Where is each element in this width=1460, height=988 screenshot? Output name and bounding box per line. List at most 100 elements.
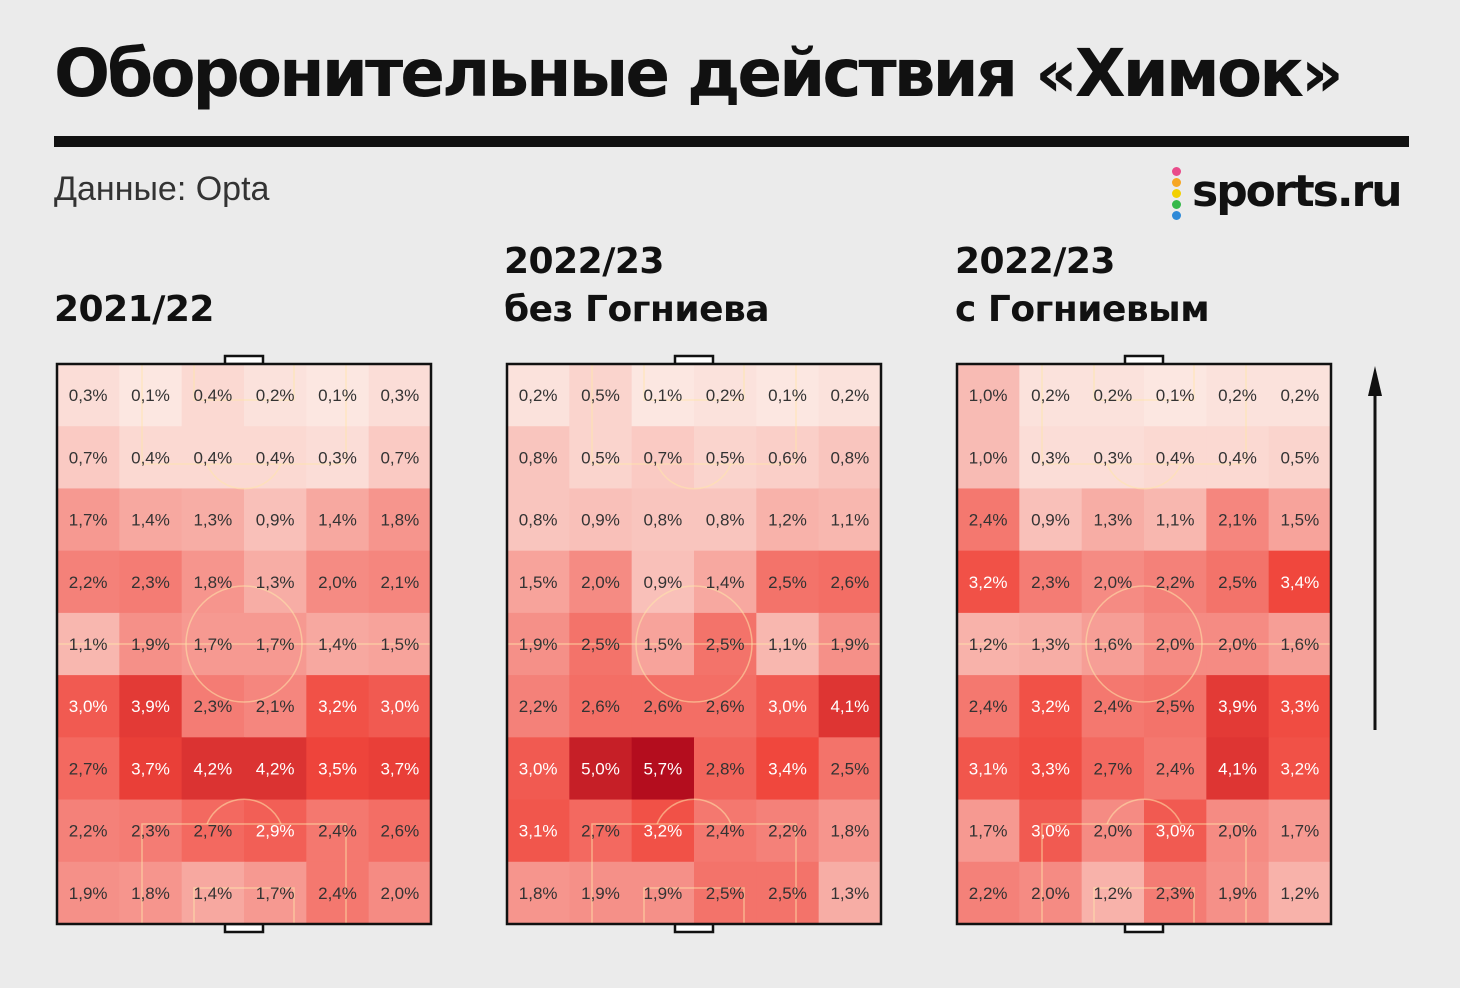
heatmap-cell-label: 2,1% (380, 573, 419, 592)
heatmap-cell (1081, 550, 1145, 614)
heatmap-cell-label: 1,7% (69, 511, 108, 530)
heatmap-cell (569, 861, 633, 925)
logo-dot (1172, 189, 1181, 198)
heatmap-cell (1081, 426, 1145, 489)
heatmap-cell-label: 0,4% (131, 448, 170, 467)
heatmap-cell-label: 3,2% (969, 573, 1008, 592)
heatmap-cell-label: 3,1% (969, 759, 1008, 778)
heatmap-cell-label: 2,0% (380, 884, 419, 903)
heatmap-cell (368, 550, 432, 614)
heatmap-cell-label: 0,2% (1280, 386, 1319, 405)
heatmap-cell (818, 799, 882, 863)
heatmap-cell-label: 0,8% (643, 511, 682, 530)
heatmap-cell (756, 737, 820, 801)
heatmap-cell-label: 2,4% (706, 822, 745, 841)
heatmap-cell-label: 2,0% (1156, 635, 1195, 654)
heatmap-cell-label: 1,7% (1280, 822, 1319, 841)
heatmap-cell-label: 0,5% (581, 386, 620, 405)
heatmap-cell-label: 0,2% (256, 386, 295, 405)
heatmap-cell-label: 1,8% (131, 884, 170, 903)
heatmap-cell (507, 364, 570, 427)
heatmap-cell-label: 3,0% (768, 697, 807, 716)
heatmap-cell-label: 0,5% (581, 448, 620, 467)
heatmap-cell (368, 488, 432, 552)
heatmap-cell-label: 1,9% (581, 884, 620, 903)
heatmap-cell-label: 1,2% (1280, 884, 1319, 903)
heatmap-cell-label: 0,2% (1218, 386, 1257, 405)
heatmap-cell (57, 737, 120, 801)
heatmap-cell-label: 1,9% (830, 635, 869, 654)
heatmap-cell-label: 1,1% (768, 635, 807, 654)
heatmap-cell (1019, 799, 1083, 863)
heatmap-cell (1081, 364, 1145, 427)
heatmap-cell-label: 3,4% (1280, 573, 1319, 592)
heatmap-cell-label: 2,4% (1093, 697, 1132, 716)
heatmap-cell (756, 550, 820, 614)
heatmap-cell (569, 488, 633, 552)
heatmap-cell (1019, 488, 1083, 552)
heatmap-cell-label: 2,2% (519, 697, 558, 716)
heatmap-cell-label: 0,4% (256, 448, 295, 467)
heatmap-cell-label: 0,3% (1031, 448, 1070, 467)
heatmap-cell (119, 675, 183, 738)
heatmap-cell-label: 2,4% (318, 822, 357, 841)
heatmap-cell (1268, 675, 1332, 738)
heatmap-cell-label: 2,7% (193, 822, 232, 841)
heatmap-cell-label: 2,3% (193, 697, 232, 716)
heatmap-cell (1206, 675, 1270, 738)
heatmap-cell-label: 3,3% (1280, 697, 1319, 716)
heatmap-cell-label: 2,9% (256, 822, 295, 841)
page-title: Оборонительные действия «Химок» (54, 35, 1344, 112)
heatmap-cell-label: 2,7% (581, 822, 620, 841)
title-divider (54, 136, 1409, 147)
heatmap-cell-label: 0,3% (69, 386, 108, 405)
sports-ru-logo: sports.ru (1168, 164, 1413, 224)
heatmap-cell-label: 0,1% (1156, 386, 1195, 405)
heatmap-cell-label: 2,1% (256, 697, 295, 716)
heatmap-cell (1081, 861, 1145, 925)
heatmap-cell (181, 364, 245, 427)
heatmap-cell-label: 3,5% (318, 759, 357, 778)
heatmap-cell (569, 426, 633, 489)
heatmap-cell (306, 550, 370, 614)
heatmap-cell (1268, 550, 1332, 614)
heatmap-cell (957, 550, 1020, 614)
heatmap-cell-label: 4,1% (1218, 759, 1257, 778)
heatmap-cell-label: 0,5% (1280, 448, 1319, 467)
heatmap-cell-label: 2,0% (318, 573, 357, 592)
heatmap-cell (1206, 426, 1270, 489)
heatmap-cell (507, 799, 570, 863)
heatmap-cell (306, 675, 370, 738)
heatmap-cell-label: 2,0% (1093, 573, 1132, 592)
heatmap-cell-label: 1,8% (193, 573, 232, 592)
heatmap-cell-label: 4,1% (830, 697, 869, 716)
heatmap-cell-label: 0,6% (768, 448, 807, 467)
heatmap-cell (368, 426, 432, 489)
heatmap-cell-label: 0,1% (131, 386, 170, 405)
heatmap-cell (181, 675, 245, 738)
heatmap-cell-label: 1,4% (318, 511, 357, 530)
heatmap-cell-label: 2,6% (706, 697, 745, 716)
heatmap-cell-label: 1,2% (969, 635, 1008, 654)
heatmap-cell (631, 799, 695, 863)
heatmap-cell-label: 2,6% (380, 822, 419, 841)
heatmap-cell-label: 0,8% (519, 448, 558, 467)
pitch-border (55, 362, 433, 926)
heatmap-cell-label: 2,8% (706, 759, 745, 778)
heatmap-cell-label: 1,1% (1156, 511, 1195, 530)
heatmap-cell-label: 4,2% (256, 759, 295, 778)
panel-3-title: 2022/23 с Гогниевым (955, 238, 1210, 334)
heatmap-cell-label: 1,5% (643, 635, 682, 654)
heatmap-cell (368, 675, 432, 738)
heatmap-cell-label: 3,0% (1156, 822, 1195, 841)
heatmap-cell-label: 0,1% (643, 386, 682, 405)
heatmap-cell-label: 1,3% (830, 884, 869, 903)
heatmap-cell-label: 2,5% (768, 573, 807, 592)
heatmap-cell-label: 1,6% (1280, 635, 1319, 654)
heatmap-cell-label: 0,2% (1093, 386, 1132, 405)
heatmap-cell (1144, 737, 1207, 801)
heatmap-cell (507, 737, 570, 801)
heatmap-cell (694, 861, 757, 925)
heatmap-cell (1268, 799, 1332, 863)
heatmap-cell (1019, 861, 1083, 925)
